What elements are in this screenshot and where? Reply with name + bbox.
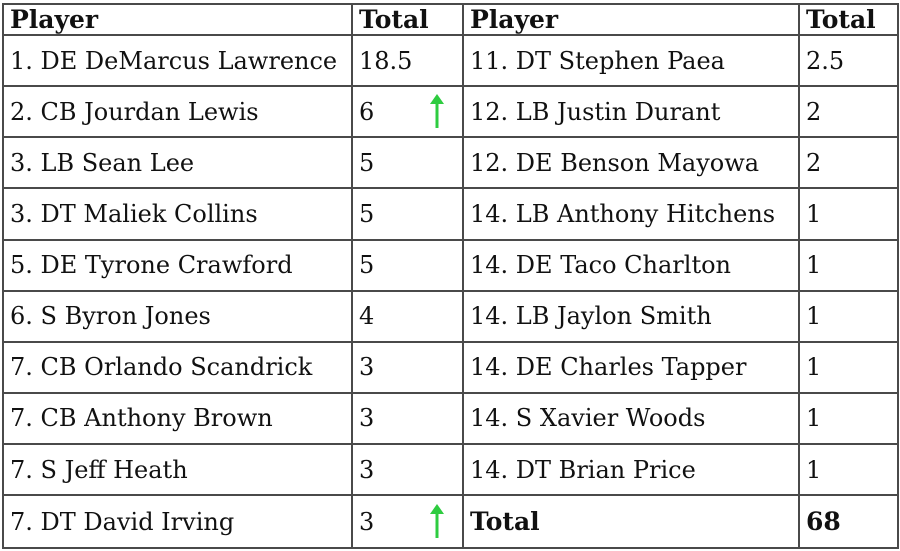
player-cell: 7. CB Anthony Brown <box>2 391 353 446</box>
grand-total-label: Total <box>462 494 800 549</box>
table-row: 7. CB Orlando Scandrick 3 14. DE Charles… <box>2 340 899 394</box>
player-cell: 14. DE Taco Charlton <box>462 238 800 292</box>
total-cell: 1 <box>798 289 899 343</box>
player-cell: 14. DE Charles Tapper <box>462 340 800 394</box>
player-cell: 7. S Jeff Heath <box>2 442 353 497</box>
player-cell: 2. CB Jourdan Lewis <box>2 85 353 139</box>
total-cell: 3 <box>351 391 464 446</box>
total-cell: 4 <box>351 289 464 343</box>
player-cell: 12. DE Benson Mayowa <box>462 136 800 190</box>
total-cell: 1 <box>798 391 899 446</box>
player-cell: 1. DE DeMarcus Lawrence <box>2 33 353 88</box>
total-cell: 3 <box>351 442 464 497</box>
total-value: 6 <box>359 97 375 126</box>
table-row: 3. DT Maliek Collins 5 14. LB Anthony Hi… <box>2 187 899 241</box>
table-row: 7. CB Anthony Brown 3 14. S Xavier Woods… <box>2 391 899 446</box>
player-cell: 11. DT Stephen Paea <box>462 33 800 88</box>
player-cell: 3. LB Sean Lee <box>2 136 353 190</box>
up-arrow-icon <box>430 93 444 130</box>
player-cell: 7. DT David Irving <box>2 494 353 549</box>
player-cell: 5. DE Tyrone Crawford <box>2 238 353 292</box>
player-cell: 3. DT Maliek Collins <box>2 187 353 241</box>
grand-total-value: 68 <box>798 494 899 549</box>
total-value: 3 <box>359 404 375 433</box>
total-value: 5 <box>359 148 375 177</box>
total-value: 4 <box>359 302 375 331</box>
player-cell: 12. LB Justin Durant <box>462 85 800 139</box>
table-row: 1. DE DeMarcus Lawrence 18.5 11. DT Step… <box>2 33 899 88</box>
total-cell: 5 <box>351 187 464 241</box>
table-row: 5. DE Tyrone Crawford 5 14. DE Taco Char… <box>2 238 899 292</box>
up-arrow-icon <box>430 503 444 540</box>
table-row: 6. S Byron Jones 4 14. LB Jaylon Smith 1 <box>2 289 899 343</box>
total-cell: 2.5 <box>798 33 899 88</box>
header-total-right: Total <box>798 3 899 36</box>
total-value: 3 <box>359 507 375 536</box>
total-cell: 2 <box>798 136 899 190</box>
total-cell: 6 <box>351 85 464 139</box>
total-cell: 1 <box>798 340 899 394</box>
player-cell: 7. CB Orlando Scandrick <box>2 340 353 394</box>
total-cell: 18.5 <box>351 33 464 88</box>
player-cell: 14. LB Jaylon Smith <box>462 289 800 343</box>
total-value: 18.5 <box>359 46 413 75</box>
total-cell: 1 <box>798 442 899 497</box>
header-row: Player Total Player Total <box>2 3 899 36</box>
total-cell: 2 <box>798 85 899 139</box>
total-cell: 1 <box>798 238 899 292</box>
total-cell: 3 <box>351 494 464 549</box>
player-cell: 14. DT Brian Price <box>462 442 800 497</box>
player-cell: 14. LB Anthony Hitchens <box>462 187 800 241</box>
table-row: 2. CB Jourdan Lewis 6 12. LB Justin Dura… <box>2 85 899 139</box>
total-cell: 1 <box>798 187 899 241</box>
header-player-right: Player <box>462 3 800 36</box>
total-value: 5 <box>359 199 375 228</box>
total-cell: 5 <box>351 238 464 292</box>
total-cell: 5 <box>351 136 464 190</box>
table-body: 1. DE DeMarcus Lawrence 18.5 11. DT Step… <box>2 33 899 549</box>
total-value: 5 <box>359 251 375 280</box>
player-cell: 6. S Byron Jones <box>2 289 353 343</box>
total-value: 3 <box>359 353 375 382</box>
sacks-table: Player Total Player Total 1. DE DeMarcus… <box>2 3 899 549</box>
header-player-left: Player <box>2 3 353 36</box>
table-row: 7. S Jeff Heath 3 14. DT Brian Price 1 <box>2 442 899 497</box>
player-cell: 14. S Xavier Woods <box>462 391 800 446</box>
total-cell: 3 <box>351 340 464 394</box>
table-row: 7. DT David Irving 3 Total 68 <box>2 494 899 549</box>
total-value: 3 <box>359 455 375 484</box>
header-total-left: Total <box>351 3 464 36</box>
table-row: 3. LB Sean Lee 5 12. DE Benson Mayowa 2 <box>2 136 899 190</box>
